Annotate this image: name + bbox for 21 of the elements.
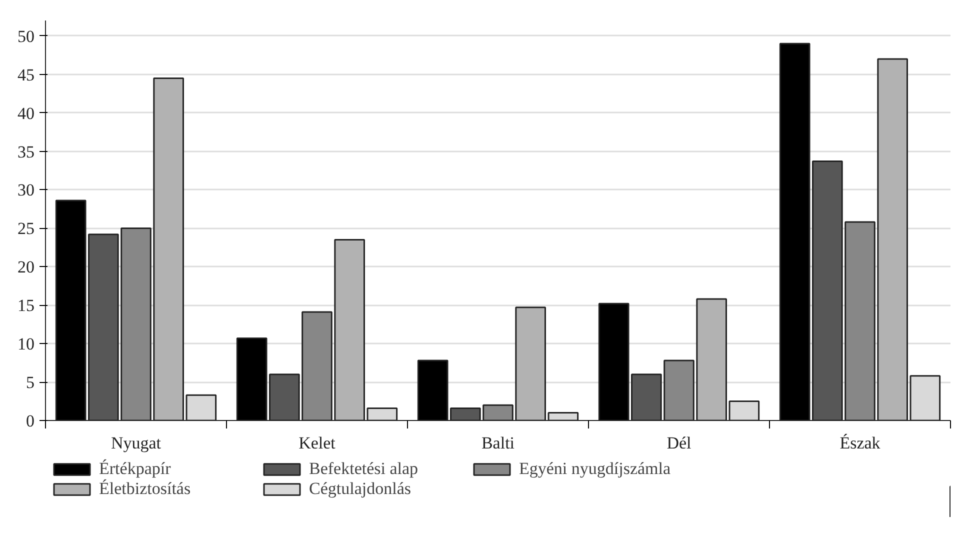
y-tick-label: 20 bbox=[18, 258, 34, 277]
y-tick-label: 45 bbox=[18, 65, 34, 84]
legend-label: Értékpapír bbox=[99, 459, 172, 479]
y-tick-label: 25 bbox=[18, 219, 34, 238]
x-tick-label: Dél bbox=[666, 434, 692, 452]
legend-label: Életbiztosítás bbox=[99, 479, 192, 499]
x-tick-label: Balti bbox=[481, 434, 515, 452]
y-tick-label: 40 bbox=[18, 104, 34, 123]
y-tick-label: 35 bbox=[18, 142, 34, 162]
x-tick-label: Kelet bbox=[298, 434, 336, 452]
y-tick-label: 30 bbox=[18, 180, 34, 200]
y-tick-label: 0 bbox=[26, 412, 34, 430]
x-tick-label: Nyugat bbox=[110, 434, 162, 452]
x-tick-label: Észak bbox=[840, 434, 881, 452]
legend-label: Cégtulajdonlás bbox=[309, 479, 412, 499]
y-tick-label: 5 bbox=[26, 373, 34, 392]
y-tick-label: 15 bbox=[18, 296, 34, 316]
legend-label: Befektetési alap bbox=[309, 459, 420, 479]
y-tick-label: 10 bbox=[18, 334, 34, 354]
y-tick-label: 50 bbox=[18, 26, 34, 46]
legend-label: Egyéni nyugdíjszámla bbox=[519, 459, 672, 479]
